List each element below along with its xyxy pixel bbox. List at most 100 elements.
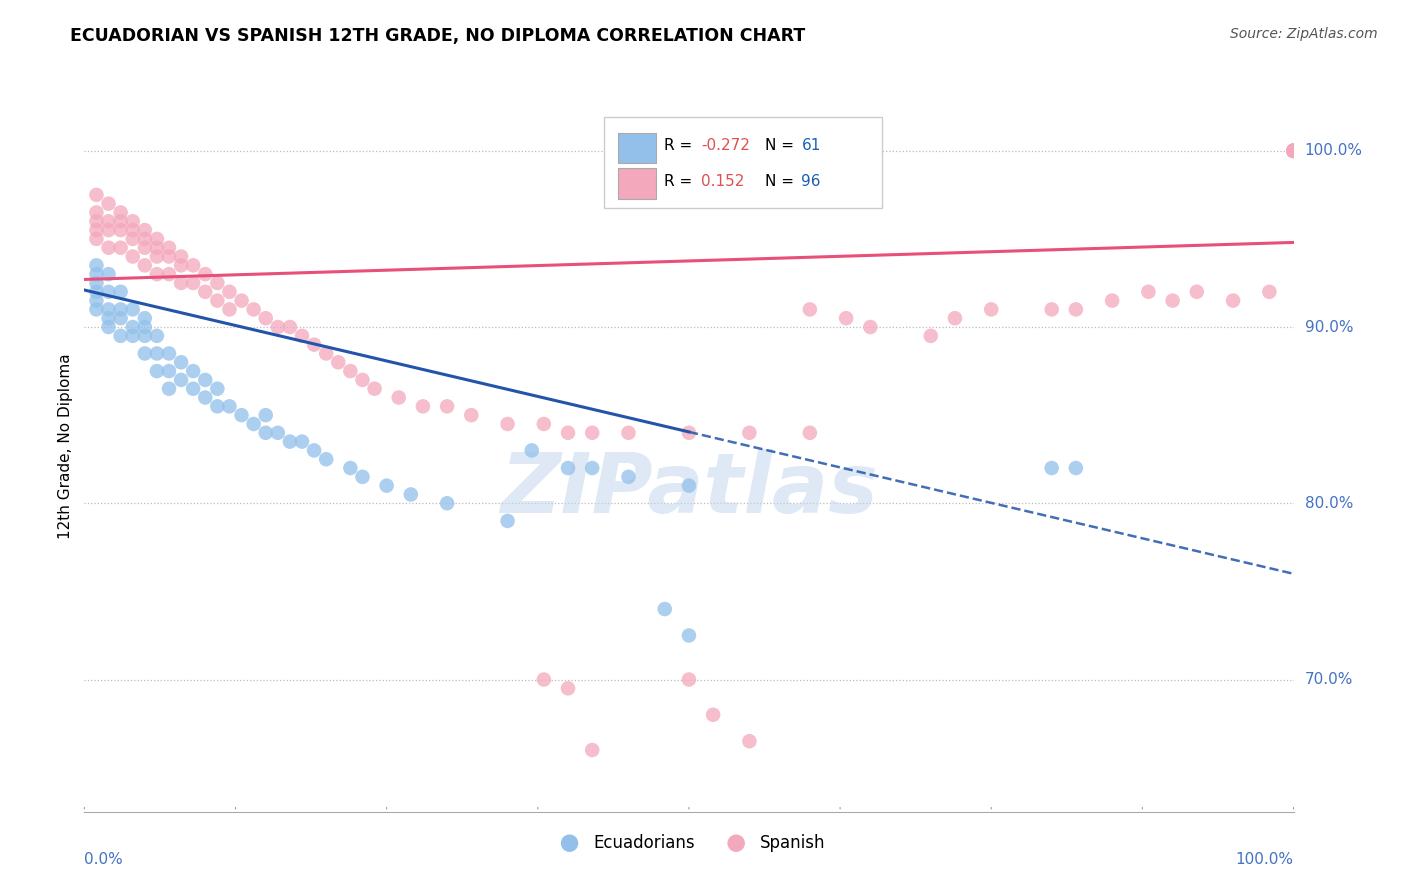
Point (157, 250, 180, 264)
Point (157, 267, 180, 281)
Text: R =: R = (664, 174, 696, 188)
Point (97, 285, 120, 299)
Point (110, 241, 132, 255)
Point (1137, 285, 1160, 299)
Point (121, 232, 143, 246)
Point (170, 276, 193, 290)
Point (134, 258, 156, 272)
Point (1282, 144, 1305, 158)
Point (388, 391, 411, 405)
Point (412, 400, 434, 414)
Point (533, 673, 555, 687)
Point (97, 311, 120, 326)
Point (121, 214, 143, 228)
Point (134, 311, 156, 326)
Point (980, 302, 1002, 317)
Point (97, 267, 120, 281)
Point (581, 743, 603, 757)
Text: 0.0%: 0.0% (84, 852, 124, 867)
Point (278, 434, 301, 449)
Point (678, 425, 700, 440)
Point (1040, 302, 1063, 317)
Point (86, 205, 108, 219)
Point (86, 276, 108, 290)
Point (242, 302, 264, 317)
Point (110, 223, 132, 237)
Point (460, 408, 482, 422)
Point (86, 214, 108, 228)
Point (110, 214, 132, 228)
Point (134, 241, 156, 255)
Text: 100.0%: 100.0% (1305, 144, 1362, 158)
Point (399, 487, 422, 501)
Point (97, 302, 120, 317)
Point (339, 461, 361, 475)
Point (617, 470, 640, 484)
Point (267, 425, 290, 440)
Point (97, 196, 120, 211)
Point (1282, 144, 1305, 158)
Text: 96: 96 (801, 174, 821, 188)
Point (581, 425, 603, 440)
Point (146, 250, 169, 264)
Point (1185, 285, 1208, 299)
Point (1282, 144, 1305, 158)
Point (134, 329, 156, 343)
Point (738, 425, 761, 440)
Point (97, 214, 120, 228)
Point (375, 478, 398, 492)
Text: 70.0%: 70.0% (1305, 672, 1353, 687)
Point (835, 311, 858, 326)
Point (1101, 293, 1123, 308)
Point (254, 425, 277, 440)
Point (1282, 144, 1305, 158)
FancyBboxPatch shape (605, 117, 883, 209)
Point (328, 355, 350, 369)
Point (520, 443, 543, 458)
Point (86, 293, 108, 308)
Point (86, 267, 108, 281)
Point (1040, 461, 1063, 475)
Text: N =: N = (765, 174, 799, 188)
Point (1282, 144, 1305, 158)
Point (678, 673, 700, 687)
Point (302, 337, 325, 351)
Point (302, 443, 325, 458)
Text: 61: 61 (801, 138, 821, 153)
Text: 80.0%: 80.0% (1305, 496, 1353, 511)
Point (121, 302, 143, 317)
Point (1282, 144, 1305, 158)
Point (254, 311, 277, 326)
Point (157, 382, 180, 396)
Point (110, 311, 132, 326)
Point (291, 434, 314, 449)
Point (146, 241, 169, 255)
Point (363, 382, 385, 396)
Point (181, 382, 204, 396)
Point (1161, 293, 1184, 308)
Point (134, 232, 156, 246)
Point (97, 320, 120, 334)
Text: -0.272: -0.272 (702, 138, 749, 153)
Point (436, 496, 458, 510)
Point (557, 425, 579, 440)
Point (157, 241, 180, 255)
Point (146, 346, 169, 360)
Text: 90.0%: 90.0% (1305, 319, 1353, 334)
Point (267, 320, 290, 334)
Point (194, 391, 217, 405)
Point (86, 302, 108, 317)
Point (352, 470, 374, 484)
Point (110, 302, 132, 317)
Point (738, 734, 761, 748)
Point (218, 302, 240, 317)
Point (170, 258, 193, 272)
Point (278, 320, 301, 334)
Point (86, 223, 108, 237)
Point (97, 223, 120, 237)
Point (533, 417, 555, 431)
Point (194, 373, 217, 387)
Point (436, 400, 458, 414)
Text: ZIPatlas: ZIPatlas (501, 450, 877, 531)
Legend: Ecuadorians, Spanish: Ecuadorians, Spanish (546, 827, 832, 858)
